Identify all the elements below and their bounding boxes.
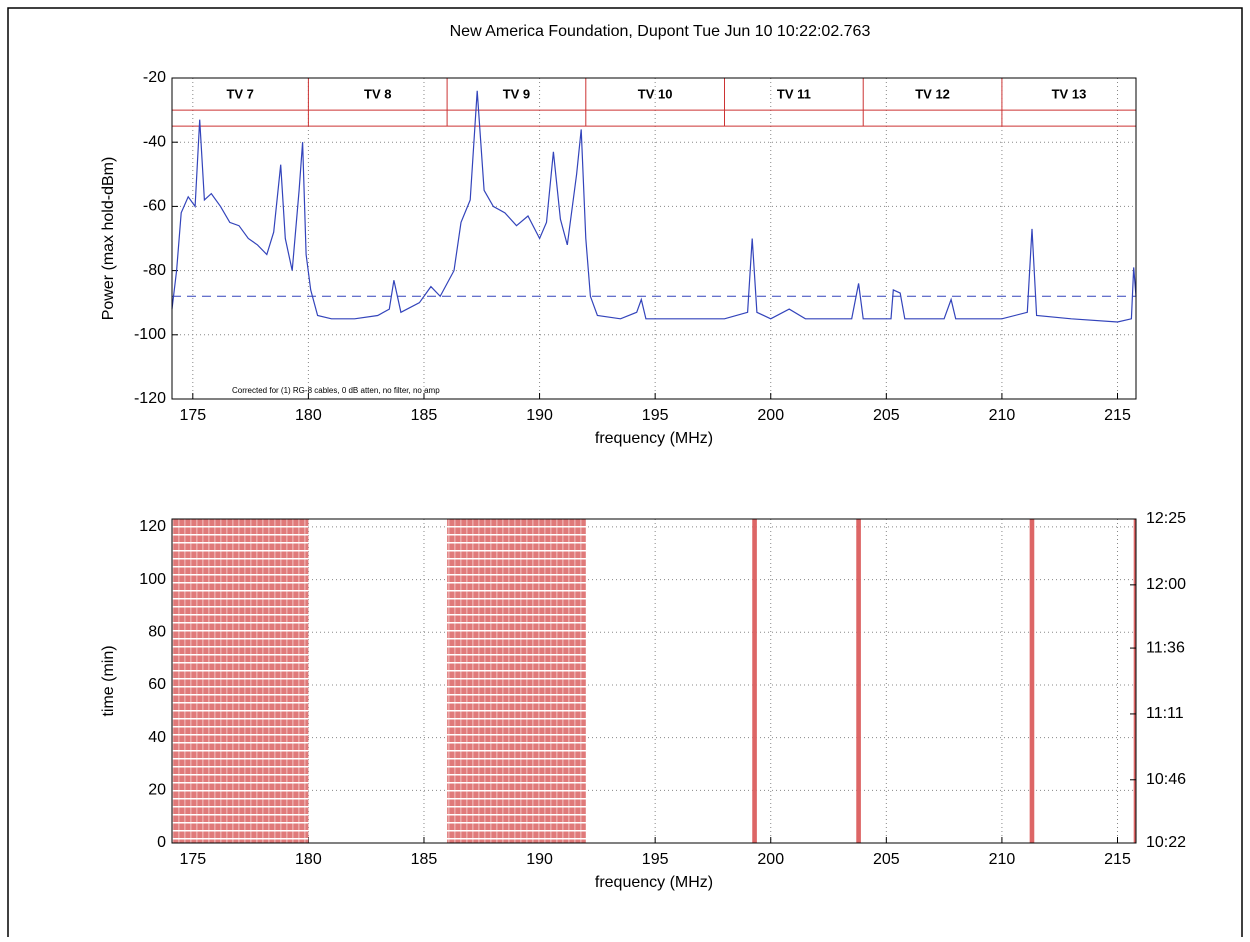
y2-tick-label: 12:25 [1146,510,1186,527]
occupied-band [856,519,861,843]
y-tick-label: -60 [143,198,166,215]
y-tick-label: 60 [148,676,166,693]
channel-label: TV 9 [503,86,530,101]
y-tick-label: 100 [139,571,166,588]
occupied-band [1029,519,1035,843]
x-tick-label: 175 [179,851,206,868]
y-tick-label: 80 [148,623,166,640]
figure-border [7,7,1243,937]
y2-tick-label: 10:22 [1146,834,1186,851]
x-axis-label: frequency (MHz) [595,430,713,447]
x-tick-label: 210 [989,407,1016,424]
y-tick-label: -100 [134,326,166,343]
x-tick-label: 210 [989,851,1016,868]
channel-label: TV 11 [777,86,811,101]
x-tick-label: 175 [179,407,206,424]
occupied-band [752,519,757,843]
x-tick-label: 205 [873,851,900,868]
y-tick-label: -20 [143,69,166,86]
occupied-band [447,519,586,843]
channel-label: TV 13 [1052,86,1087,101]
figure-title: New America Foundation, Dupont Tue Jun 1… [450,23,871,40]
y-tick-label: -40 [143,133,166,150]
y-tick-label: 40 [148,729,166,746]
x-tick-label: 215 [1104,851,1131,868]
y-tick-label: 120 [139,518,166,535]
y-axis-label: Power (max hold-dBm) [100,157,117,321]
y2-tick-label: 12:00 [1146,576,1186,593]
channel-label: TV 7 [226,86,253,101]
y2-tick-label: 11:36 [1146,639,1185,656]
x-tick-label: 195 [642,407,669,424]
y-axis-label: time (min) [100,645,117,716]
x-axis-label: frequency (MHz) [595,874,713,891]
x-tick-label: 195 [642,851,669,868]
x-tick-label: 205 [873,407,900,424]
x-tick-label: 190 [526,851,553,868]
annotation: Corrected for (1) RG-8 cables, 0 dB atte… [232,386,440,395]
occupied-band [172,519,309,843]
y2-tick-label: 10:46 [1146,771,1186,788]
x-tick-label: 180 [295,407,322,424]
channel-label: TV 10 [638,86,673,101]
x-tick-label: 180 [295,851,322,868]
y-tick-label: 0 [157,834,166,851]
plot-frame [171,77,1137,400]
spectrum-line [171,90,1137,323]
y-tick-label: -120 [134,390,166,407]
x-tick-label: 200 [757,851,784,868]
x-tick-label: 190 [526,407,553,424]
occupied-band [1133,519,1136,843]
y-tick-label: 20 [148,782,166,799]
x-tick-label: 200 [757,407,784,424]
channel-label: TV 12 [915,86,950,101]
y2-tick-label: 11:11 [1146,705,1184,722]
x-tick-label: 185 [411,407,438,424]
plot-frame [171,518,1137,844]
x-tick-label: 215 [1104,407,1131,424]
channel-label: TV 8 [364,86,391,101]
x-tick-label: 185 [411,851,438,868]
y-tick-label: -80 [143,262,166,279]
